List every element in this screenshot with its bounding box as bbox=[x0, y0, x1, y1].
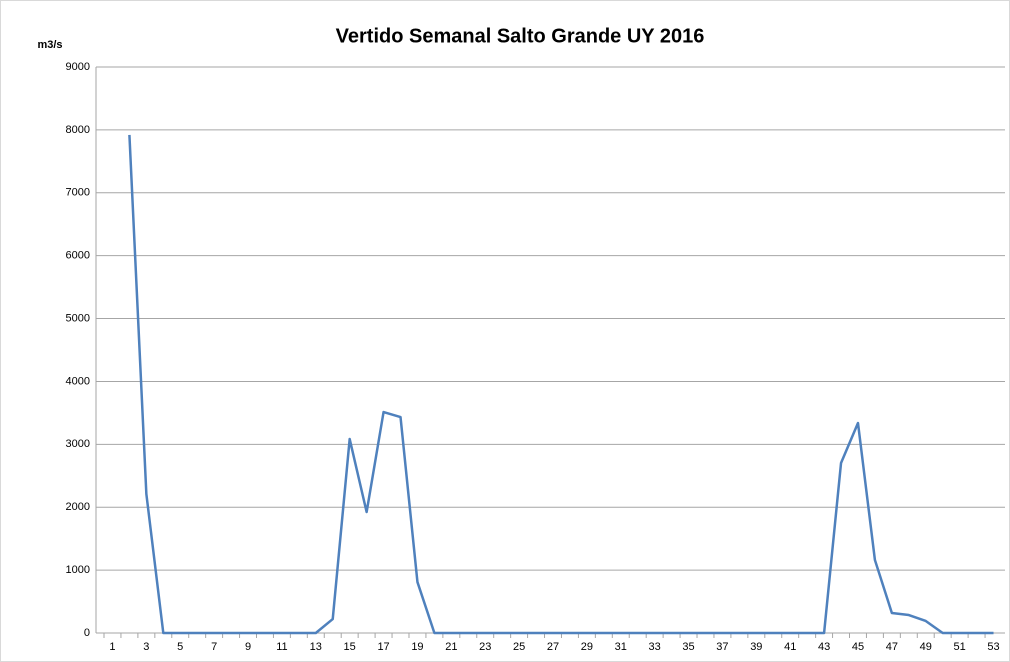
x-tick-label: 21 bbox=[445, 641, 457, 653]
y-tick-label: 9000 bbox=[66, 61, 90, 73]
x-tick-label: 15 bbox=[344, 641, 356, 653]
x-tick-label: 41 bbox=[784, 641, 796, 653]
chart-title: Vertido Semanal Salto Grande UY 2016 bbox=[336, 25, 705, 47]
x-tick-label: 9 bbox=[245, 641, 251, 653]
y-tick-label: 7000 bbox=[66, 187, 90, 199]
y-tick-label: 2000 bbox=[66, 501, 90, 513]
y-tick-label: 0 bbox=[84, 627, 90, 639]
x-tick-label: 47 bbox=[886, 641, 898, 653]
x-tick-label: 29 bbox=[581, 641, 593, 653]
x-tick-label: 7 bbox=[211, 641, 217, 653]
x-tick-label: 37 bbox=[716, 641, 728, 653]
x-tick-label: 25 bbox=[513, 641, 525, 653]
x-tick-label: 11 bbox=[276, 641, 287, 653]
x-tick-label: 13 bbox=[310, 641, 322, 653]
x-tick-label: 49 bbox=[920, 641, 932, 653]
x-tick-label: 53 bbox=[987, 641, 999, 653]
x-tick-label: 19 bbox=[411, 641, 423, 653]
y-tick-label: 6000 bbox=[66, 250, 90, 262]
x-tick-label: 17 bbox=[377, 641, 389, 653]
x-tick-label: 23 bbox=[479, 641, 491, 653]
x-tick-label: 5 bbox=[177, 641, 183, 653]
x-tick-label: 3 bbox=[143, 641, 149, 653]
y-tick-label: 3000 bbox=[66, 438, 90, 450]
x-tick-label: 31 bbox=[615, 641, 627, 653]
y-tick-label: 1000 bbox=[66, 564, 90, 576]
data-line bbox=[128, 134, 994, 635]
x-tick-label: 35 bbox=[682, 641, 694, 653]
x-tick-label: 1 bbox=[109, 641, 115, 653]
y-tick-label: 4000 bbox=[66, 375, 90, 387]
x-tick-label: 45 bbox=[852, 641, 864, 653]
y-axis-label: m3/s bbox=[37, 39, 62, 51]
x-tick-label: 43 bbox=[818, 641, 830, 653]
x-tick-label: 51 bbox=[954, 641, 966, 653]
y-tick-label: 8000 bbox=[66, 124, 90, 136]
x-tick-label: 39 bbox=[750, 641, 762, 653]
x-tick-label: 33 bbox=[649, 641, 661, 653]
x-tick-label: 27 bbox=[547, 641, 559, 653]
y-tick-label: 5000 bbox=[66, 312, 90, 324]
